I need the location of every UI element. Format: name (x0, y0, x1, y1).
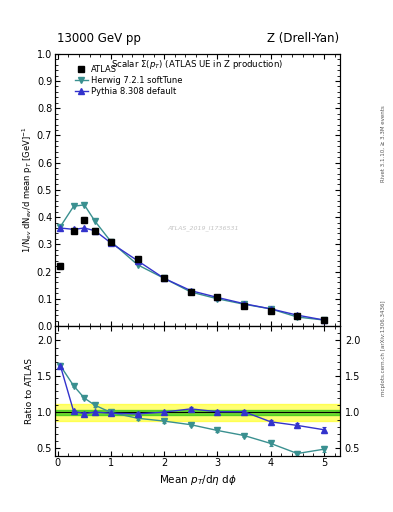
Pythia 8.308 default (135, 258, 140, 264)
Y-axis label: 1/N$_{ev}$ dN$_{ev}$/d mean p$_T$ [GeV]$^{-1}$: 1/N$_{ev}$ dN$_{ev}$/d mean p$_T$ [GeV]$… (21, 126, 35, 253)
Pythia 8.308 default (93, 228, 97, 234)
X-axis label: Mean $p_T$/d$\eta$ d$\phi$: Mean $p_T$/d$\eta$ d$\phi$ (158, 473, 237, 486)
Herwig 7.2.1 softTune (189, 289, 193, 295)
Pythia 8.308 default (215, 294, 220, 301)
Herwig 7.2.1 softTune (71, 203, 76, 209)
Text: Z (Drell-Yan): Z (Drell-Yan) (266, 32, 339, 45)
Pythia 8.308 default (295, 312, 300, 318)
Text: 13000 GeV pp: 13000 GeV pp (57, 32, 141, 45)
Herwig 7.2.1 softTune (108, 239, 113, 245)
Herwig 7.2.1 softTune (268, 306, 273, 312)
Herwig 7.2.1 softTune (82, 202, 87, 208)
Herwig 7.2.1 softTune (58, 224, 63, 230)
Pythia 8.308 default (162, 275, 167, 282)
Line: Herwig 7.2.1 softTune: Herwig 7.2.1 softTune (57, 202, 327, 323)
Line: Pythia 8.308 default: Pythia 8.308 default (57, 225, 327, 323)
Y-axis label: Ratio to ATLAS: Ratio to ATLAS (25, 358, 34, 424)
Text: mcplots.cern.ch [arXiv:1306.3436]: mcplots.cern.ch [arXiv:1306.3436] (381, 301, 386, 396)
Herwig 7.2.1 softTune (162, 275, 167, 282)
Text: ATLAS_2019_I1736531: ATLAS_2019_I1736531 (167, 225, 239, 231)
Herwig 7.2.1 softTune (215, 296, 220, 302)
Herwig 7.2.1 softTune (321, 317, 326, 323)
Herwig 7.2.1 softTune (135, 262, 140, 268)
Pythia 8.308 default (71, 226, 76, 232)
Pythia 8.308 default (242, 301, 246, 307)
Pythia 8.308 default (189, 288, 193, 294)
Herwig 7.2.1 softTune (295, 314, 300, 320)
Text: Rivet 3.1.10, ≥ 3.3M events: Rivet 3.1.10, ≥ 3.3M events (381, 105, 386, 182)
Herwig 7.2.1 softTune (93, 218, 97, 224)
Herwig 7.2.1 softTune (242, 301, 246, 307)
Pythia 8.308 default (82, 225, 87, 231)
Text: Scalar $\Sigma(p_T)$ (ATLAS UE in Z production): Scalar $\Sigma(p_T)$ (ATLAS UE in Z prod… (112, 58, 283, 71)
Pythia 8.308 default (108, 240, 113, 246)
Pythia 8.308 default (321, 317, 326, 323)
Pythia 8.308 default (58, 225, 63, 231)
Legend: ATLAS, Herwig 7.2.1 softTune, Pythia 8.308 default: ATLAS, Herwig 7.2.1 softTune, Pythia 8.3… (73, 63, 184, 98)
Pythia 8.308 default (268, 306, 273, 312)
Bar (55, 404, 340, 421)
Bar (55, 410, 340, 415)
